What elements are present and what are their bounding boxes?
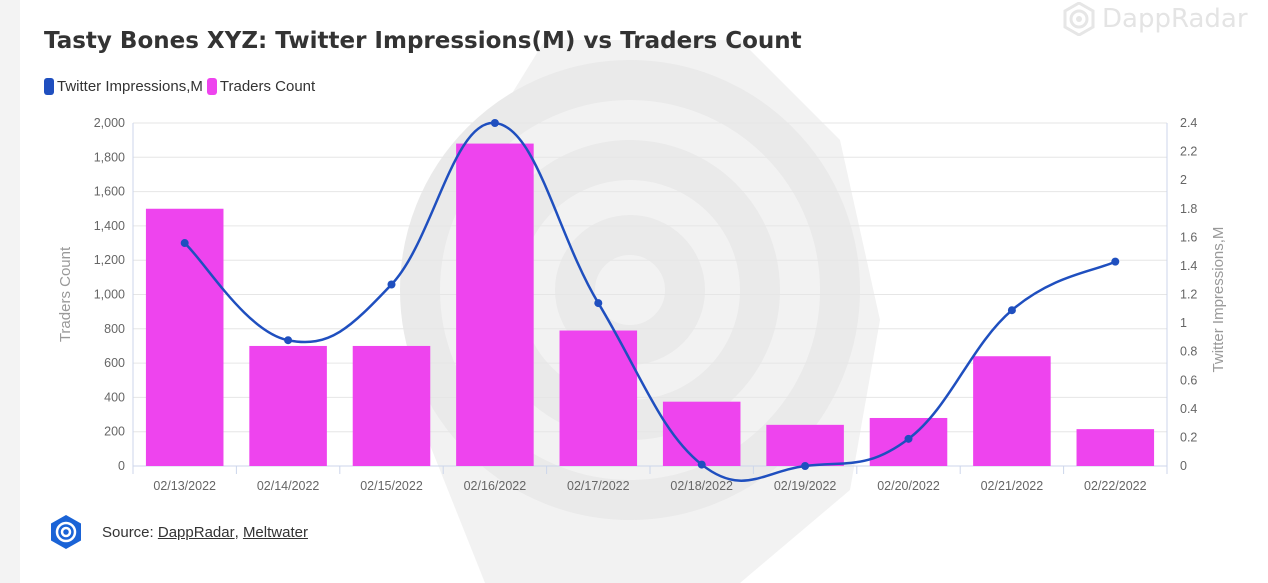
point-twitter-impressions <box>697 460 706 469</box>
y2-tick-label: 0.6 <box>1180 373 1197 387</box>
y2-tick-label: 2.4 <box>1180 116 1197 130</box>
y-tick-label: 800 <box>104 322 125 336</box>
chart-plot: 0 200 400 600 800 1,000 1,200 1,400 1,600 1,800 2,… <box>57 116 1227 493</box>
point-twitter-impressions <box>490 119 499 127</box>
point-twitter-impressions <box>1007 306 1016 315</box>
y-tick-label: 1,200 <box>94 253 125 267</box>
x-tick-label: 02/14/2022 <box>257 479 320 493</box>
point-twitter-impressions <box>801 462 810 470</box>
y2-tick-label: 0.8 <box>1180 345 1197 359</box>
legend-swatch-twitter <box>44 78 54 95</box>
y2-tick-label: 1.8 <box>1180 202 1197 216</box>
bar-traders-count <box>662 401 741 466</box>
legend-item-traders[interactable]: Traders Count <box>206 78 316 95</box>
legend-label-twitter: Twitter Impressions,M <box>57 78 203 95</box>
point-twitter-impressions <box>594 299 603 308</box>
y2-tick-label: 1.2 <box>1180 288 1197 302</box>
y2-tick-label: 1.6 <box>1180 230 1197 244</box>
point-twitter-impressions <box>180 239 189 248</box>
y2-tick-label: 2 <box>1180 173 1187 187</box>
y2-tick-label: 1 <box>1180 316 1187 330</box>
legend-swatch-traders <box>206 78 217 95</box>
x-tick-label: 02/13/2022 <box>153 479 216 493</box>
source-logo-icon <box>51 515 81 549</box>
y-tick-label: 1,400 <box>94 219 125 233</box>
dappradar-logo-icon <box>1063 2 1095 36</box>
y2-tick-label: 0.4 <box>1180 402 1197 416</box>
line-twitter-impressions <box>183 121 1116 482</box>
x-tick-label: 02/18/2022 <box>670 479 733 493</box>
y-tick-label: 1,000 <box>94 288 125 302</box>
bar-traders-count <box>973 356 1051 466</box>
bar-traders-count <box>1076 429 1155 466</box>
bar-traders-count <box>145 208 224 466</box>
y-tick-label: 2,000 <box>94 116 125 130</box>
y-tick-label: 600 <box>104 356 125 370</box>
y2-tick-label: 2.2 <box>1180 145 1197 159</box>
bar-traders-count <box>249 345 327 466</box>
bar-traders-count <box>456 143 534 466</box>
chart-title: Tasty Bones XYZ: Twitter Impressions(M) … <box>44 28 802 54</box>
y-tick-label: 0 <box>118 459 125 473</box>
source-link-meltwater[interactable]: Meltwater <box>242 523 308 541</box>
legend-item-twitter[interactable]: Twitter Impressions,M <box>44 78 203 95</box>
source-prefix: Source: <box>102 523 158 541</box>
source-link-dappradar[interactable]: DappRadar <box>157 523 235 541</box>
brand-name: DappRadar <box>1102 4 1248 34</box>
y-tick-label: 200 <box>104 425 125 439</box>
x-tick-label: 02/20/2022 <box>877 479 940 493</box>
x-tick-label: 02/22/2022 <box>1084 479 1147 493</box>
y2-tick-label: 1.4 <box>1180 259 1197 273</box>
x-tick-label: 02/19/2022 <box>774 479 837 493</box>
point-twitter-impressions <box>284 336 293 345</box>
y2-tick-label: 0 <box>1180 459 1187 473</box>
y2-axis-title: Twitter Impressions,M <box>1210 227 1227 373</box>
y-axis-title: Traders Count <box>57 246 74 342</box>
point-twitter-impressions <box>904 434 913 443</box>
legend-label-traders: Traders Count <box>219 78 316 95</box>
x-tick-label: 02/16/2022 <box>464 479 527 493</box>
chart-card: DappRadar Tasty Bones XYZ: Twitter Impre… <box>20 0 1268 583</box>
point-twitter-impressions <box>387 280 396 289</box>
source-separator: , <box>234 523 243 541</box>
x-tick-label: 02/17/2022 <box>567 479 630 493</box>
brand-watermark: DappRadar <box>1062 2 1248 36</box>
bar-traders-count <box>766 424 844 466</box>
bar-traders-count <box>352 345 431 466</box>
source-line: Source: DappRadar , Meltwater <box>48 514 308 550</box>
x-tick-label: 02/15/2022 <box>360 479 423 493</box>
x-tick-label: 02/21/2022 <box>981 479 1044 493</box>
chart-legend: Twitter Impressions,M Traders Count <box>44 78 315 95</box>
y-tick-label: 1,800 <box>94 150 125 164</box>
bar-traders-count <box>559 330 638 466</box>
point-twitter-impressions <box>1111 257 1120 266</box>
y-tick-label: 1,600 <box>94 185 125 199</box>
y-tick-label: 400 <box>104 390 125 404</box>
y2-tick-label: 0.2 <box>1180 430 1197 444</box>
